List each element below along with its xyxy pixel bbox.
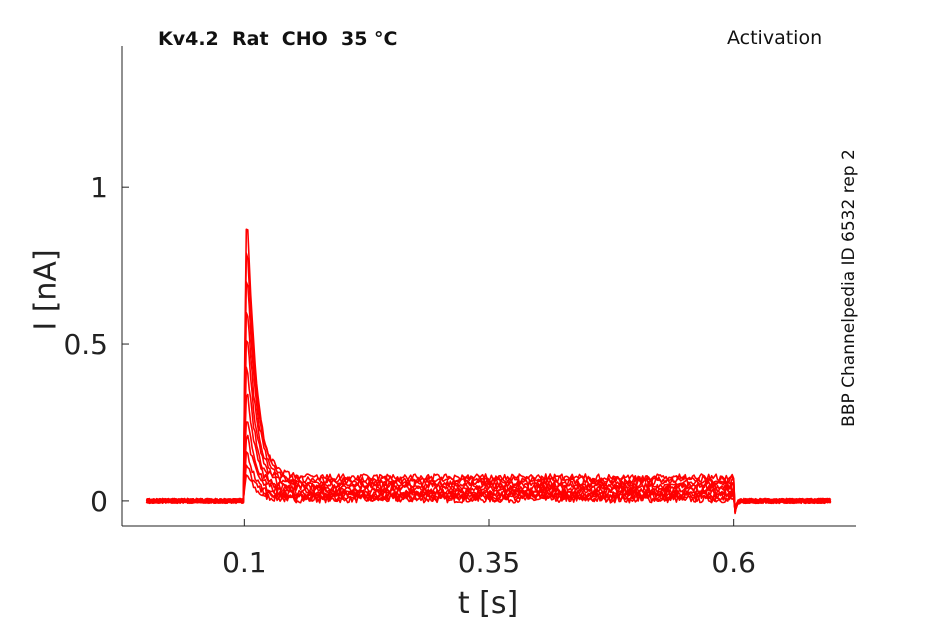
- axes: [121, 46, 856, 527]
- source-label: BBP Channelpedia ID 6532 rep 2: [839, 149, 859, 427]
- x-axis-label: t [s]: [457, 586, 519, 621]
- current-trace: [145, 281, 832, 514]
- chart-title: Kv4.2 Rat CHO 35 °C: [158, 28, 398, 50]
- current-trace: [146, 339, 832, 512]
- protocol-label: Activation: [727, 27, 823, 49]
- y-axis-label: I [nA]: [28, 249, 64, 331]
- x-tick-label: 0.6: [711, 546, 756, 579]
- ticks: 0.1 0.35 0.6 0 0.5 1: [63, 171, 755, 579]
- y-tick-label: 0: [90, 485, 108, 518]
- x-tick-label: 0.1: [222, 546, 267, 579]
- traces: [145, 228, 832, 515]
- current-trace: [145, 434, 831, 512]
- current-trace: [146, 393, 832, 511]
- x-tick-label: 0.35: [458, 546, 520, 579]
- y-tick-label: 0.5: [63, 328, 108, 361]
- y-tick-label: 1: [90, 171, 108, 204]
- current-trace: [146, 228, 831, 513]
